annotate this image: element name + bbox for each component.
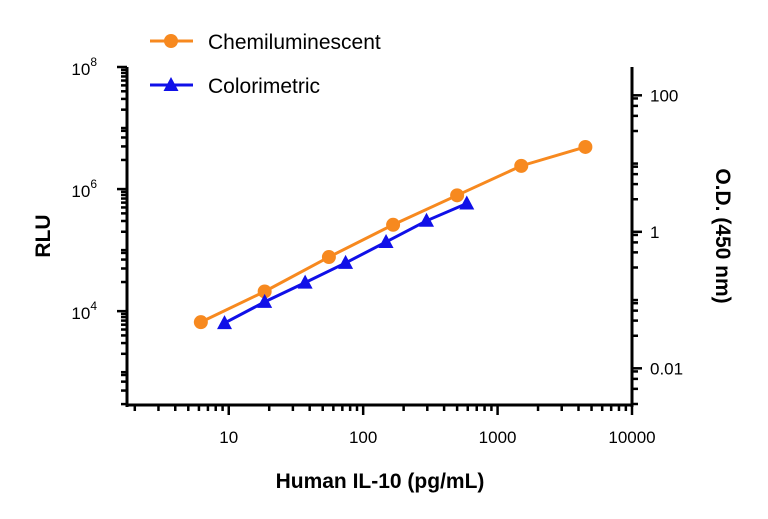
data-point [338,254,354,269]
y-tick-label: 106 [71,177,97,201]
x-axis-label: Human IL-10 (pg/mL) [276,470,485,493]
x-tick-label: 10 [219,428,238,447]
y-tick-exponent: 4 [90,299,97,313]
y-tick-exponent: 8 [90,55,97,69]
x-tick-label: 100 [349,428,377,447]
data-point [193,315,208,330]
data-point [419,212,435,227]
data-point [257,293,273,308]
x-tick-label: 1000 [479,428,517,447]
x-tick-label: 10000 [608,428,655,447]
data-point [297,274,313,289]
data-point [257,284,272,299]
data-point [386,217,401,232]
series-line-chemiluminescent [200,145,586,324]
y-tick-base: 10 [71,60,90,79]
legend: Chemiluminescent Colorimetric [150,31,381,98]
legend-marker [163,77,179,91]
y-tick-exponent: 6 [90,177,97,191]
legend-marker [164,34,178,48]
data-point [514,158,529,173]
data-point [450,188,465,203]
data-point [378,233,394,248]
y-tick-label: 104 [71,299,97,323]
y2-tick-label: 1 [650,223,659,242]
data-point [459,195,475,210]
y2-axis-label: O.D. (450 nm) [711,168,734,303]
y2-tick-label: 100 [650,86,678,105]
data-point [217,315,233,330]
y-axis-label: RLU [32,214,55,257]
legend-label: Colorimetric [208,75,320,98]
y-tick-base: 10 [71,182,90,201]
y-tick-label: 108 [71,55,97,79]
data-point [321,250,336,265]
data-point [578,139,593,154]
legend-label: Chemiluminescent [208,31,381,54]
y-tick-base: 10 [71,304,90,323]
y2-tick-label: 0.01 [650,359,683,378]
series-layer [193,139,593,330]
